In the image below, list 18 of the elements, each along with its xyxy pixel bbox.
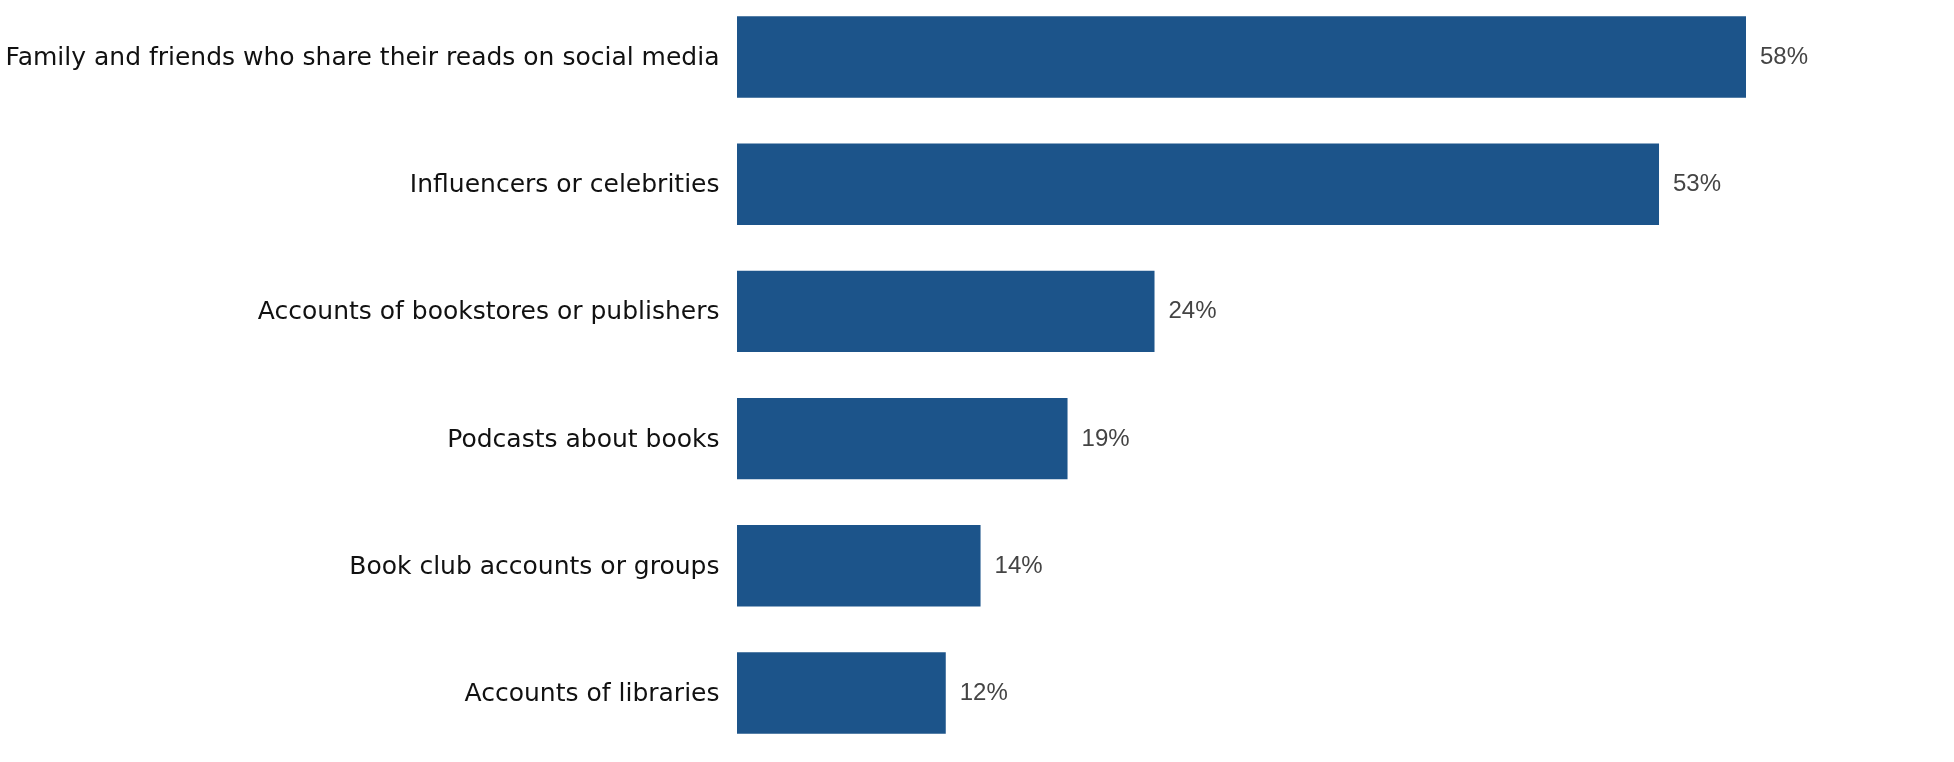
bar <box>737 16 1746 98</box>
data-label: 53% <box>1673 169 1722 197</box>
y-tick-label: Accounts of libraries <box>464 677 720 707</box>
y-tick-label: Podcasts about books <box>447 423 720 453</box>
y-tick-label: Book club accounts or groups <box>349 550 720 580</box>
y-tick-label: Family and friends who share their reads on social media <box>5 42 720 72</box>
data-label: 24% <box>1168 296 1217 324</box>
data-label: 14% <box>994 550 1043 578</box>
data-label: 58% <box>1760 42 1809 70</box>
bar <box>737 397 1068 480</box>
bar <box>737 652 946 734</box>
data-label: 19% <box>1081 423 1130 451</box>
bar <box>737 525 981 607</box>
bar <box>737 143 1660 225</box>
data-label: 12% <box>959 677 1008 705</box>
y-tick-label: Influencers or celebrities <box>409 169 720 199</box>
y-tick-label: Accounts of bookstores or publishers <box>257 296 720 326</box>
bar <box>737 270 1155 353</box>
